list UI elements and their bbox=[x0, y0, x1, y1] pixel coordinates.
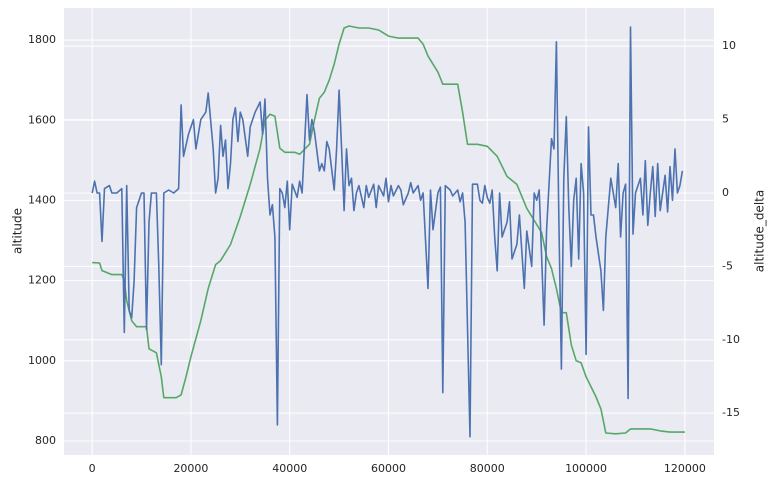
y2-tick-label: -15 bbox=[722, 406, 740, 419]
y-tick-label: 1200 bbox=[28, 274, 56, 287]
x-tick-label: 20000 bbox=[173, 462, 208, 475]
x-tick-label: 120000 bbox=[664, 462, 706, 475]
y-tick-label: 1600 bbox=[28, 113, 56, 126]
y-tick-label: 1000 bbox=[28, 354, 56, 367]
line-series bbox=[91, 26, 684, 438]
y2-tick-label: -5 bbox=[722, 259, 733, 272]
y2-tick-label: 10 bbox=[722, 39, 736, 52]
y-tick-label: 800 bbox=[35, 434, 56, 447]
x-tick-label: 100000 bbox=[565, 462, 607, 475]
y2-tick-label: 5 bbox=[722, 113, 729, 126]
x-tick-label: 60000 bbox=[371, 462, 406, 475]
y2-axis-label: altitude_delta bbox=[753, 190, 767, 272]
x-tick-label: 40000 bbox=[272, 462, 307, 475]
y-tick-label: 1800 bbox=[28, 33, 56, 46]
x-tick-label: 0 bbox=[89, 462, 96, 475]
y2-tick-label: 0 bbox=[722, 186, 729, 199]
y2-tick-label: -10 bbox=[722, 333, 740, 346]
line-series bbox=[92, 25, 685, 435]
y-tick-label: 1400 bbox=[28, 193, 56, 206]
y-axis-label: altitude bbox=[11, 208, 25, 254]
x-tick-label: 80000 bbox=[470, 462, 505, 475]
